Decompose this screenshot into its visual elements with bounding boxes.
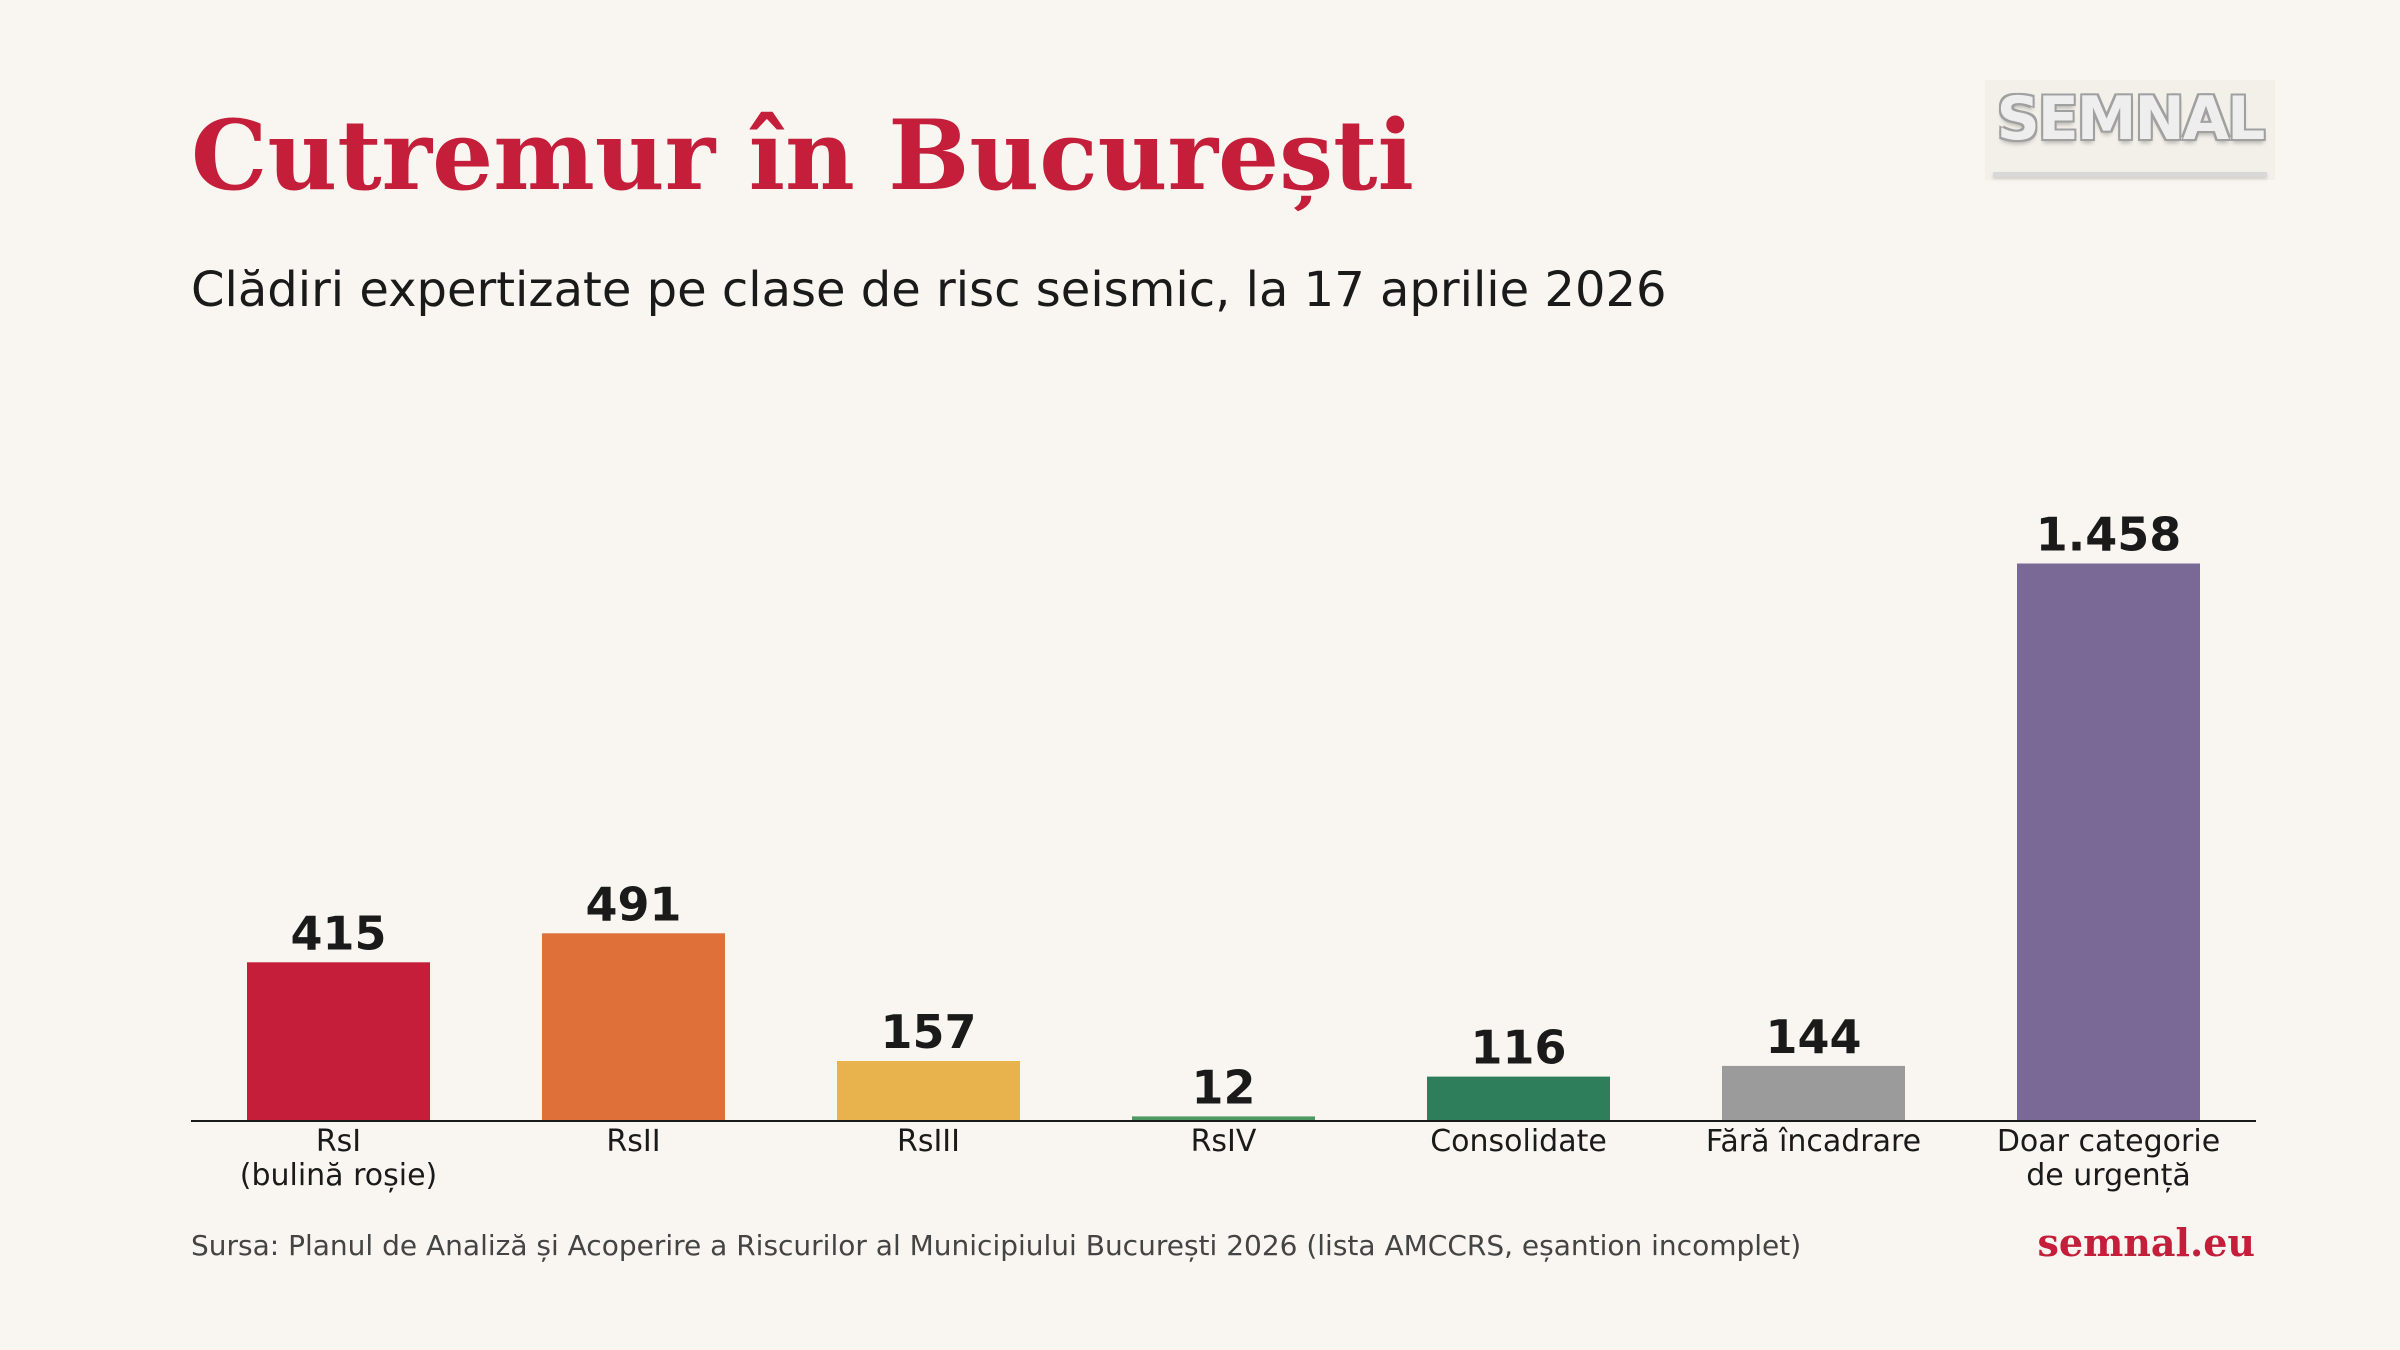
category-label: Consolidate	[1430, 1124, 1607, 1159]
bar	[1132, 1116, 1315, 1121]
bars-group	[247, 563, 2200, 1121]
bar-value-label: 157	[880, 1005, 976, 1059]
category-label: Doar categorie	[1997, 1124, 2220, 1159]
category-label: RsIII	[897, 1124, 960, 1159]
category-label: RsII	[606, 1124, 660, 1159]
page-title: Cutremur în București	[191, 99, 1414, 212]
bar-value-label: 144	[1765, 1010, 1861, 1064]
logo-text: SEMNAL	[1996, 84, 2266, 154]
bar-value-label: 1.458	[2036, 508, 2182, 562]
category-label: Fără încadrare	[1706, 1124, 1921, 1159]
bar	[1722, 1065, 1905, 1121]
bar	[2017, 563, 2200, 1121]
bar-value-label: 491	[585, 877, 681, 931]
logo-underline	[1993, 172, 2267, 177]
category-labels-group: RsI(bulină roșie) RsII RsIII RsIV Consolidat…	[240, 1124, 2220, 1193]
bar	[542, 933, 725, 1121]
bar-value-label: 116	[1470, 1021, 1566, 1075]
value-labels-group: 415 491 157 12 116 144 1.458	[290, 508, 2181, 1115]
page-subtitle: Clădiri expertizate pe clase de risc sei…	[191, 262, 1667, 318]
source-note: Sursa: Planul de Analiză și Acoperire a …	[191, 1229, 1802, 1262]
category-label: RsIV	[1191, 1124, 1257, 1159]
bar	[837, 1061, 1020, 1121]
bar	[1427, 1076, 1610, 1121]
bar-value-label: 12	[1191, 1060, 1255, 1114]
category-label: de urgență	[2026, 1158, 2191, 1193]
site-link[interactable]: semnal.eu	[2037, 1220, 2256, 1265]
bar	[247, 962, 430, 1121]
category-label: RsI	[316, 1124, 361, 1159]
bar-value-label: 415	[290, 906, 386, 960]
semnal-logo: SEMNAL	[1985, 80, 2275, 180]
category-label: (bulină roșie)	[240, 1158, 438, 1193]
